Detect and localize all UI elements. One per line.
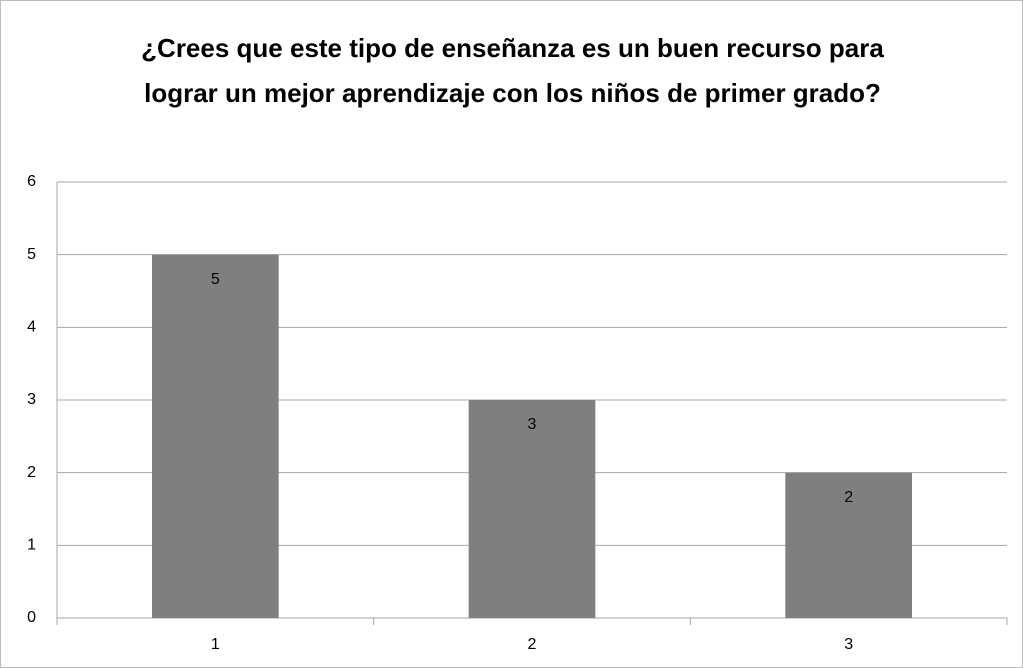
y-tick-label: 2 — [27, 464, 36, 481]
x-tick-label: 2 — [528, 636, 537, 653]
x-tick-label: 3 — [844, 636, 853, 653]
y-tick-label: 6 — [27, 173, 36, 190]
y-tick-label: 1 — [27, 537, 36, 554]
bar — [468, 400, 596, 618]
y-tick-label: 3 — [27, 391, 36, 408]
y-tick-label: 0 — [27, 609, 36, 626]
chart-title: ¿Crees que este tipo de enseñanza es un … — [141, 33, 884, 108]
bar — [152, 254, 279, 618]
y-tick-label: 5 — [27, 246, 36, 263]
data-label: 3 — [528, 416, 537, 433]
y-tick-label: 4 — [27, 319, 36, 336]
x-tick-label: 1 — [211, 636, 220, 653]
data-label: 5 — [211, 271, 220, 288]
bar — [785, 472, 912, 618]
data-label: 2 — [844, 489, 853, 506]
